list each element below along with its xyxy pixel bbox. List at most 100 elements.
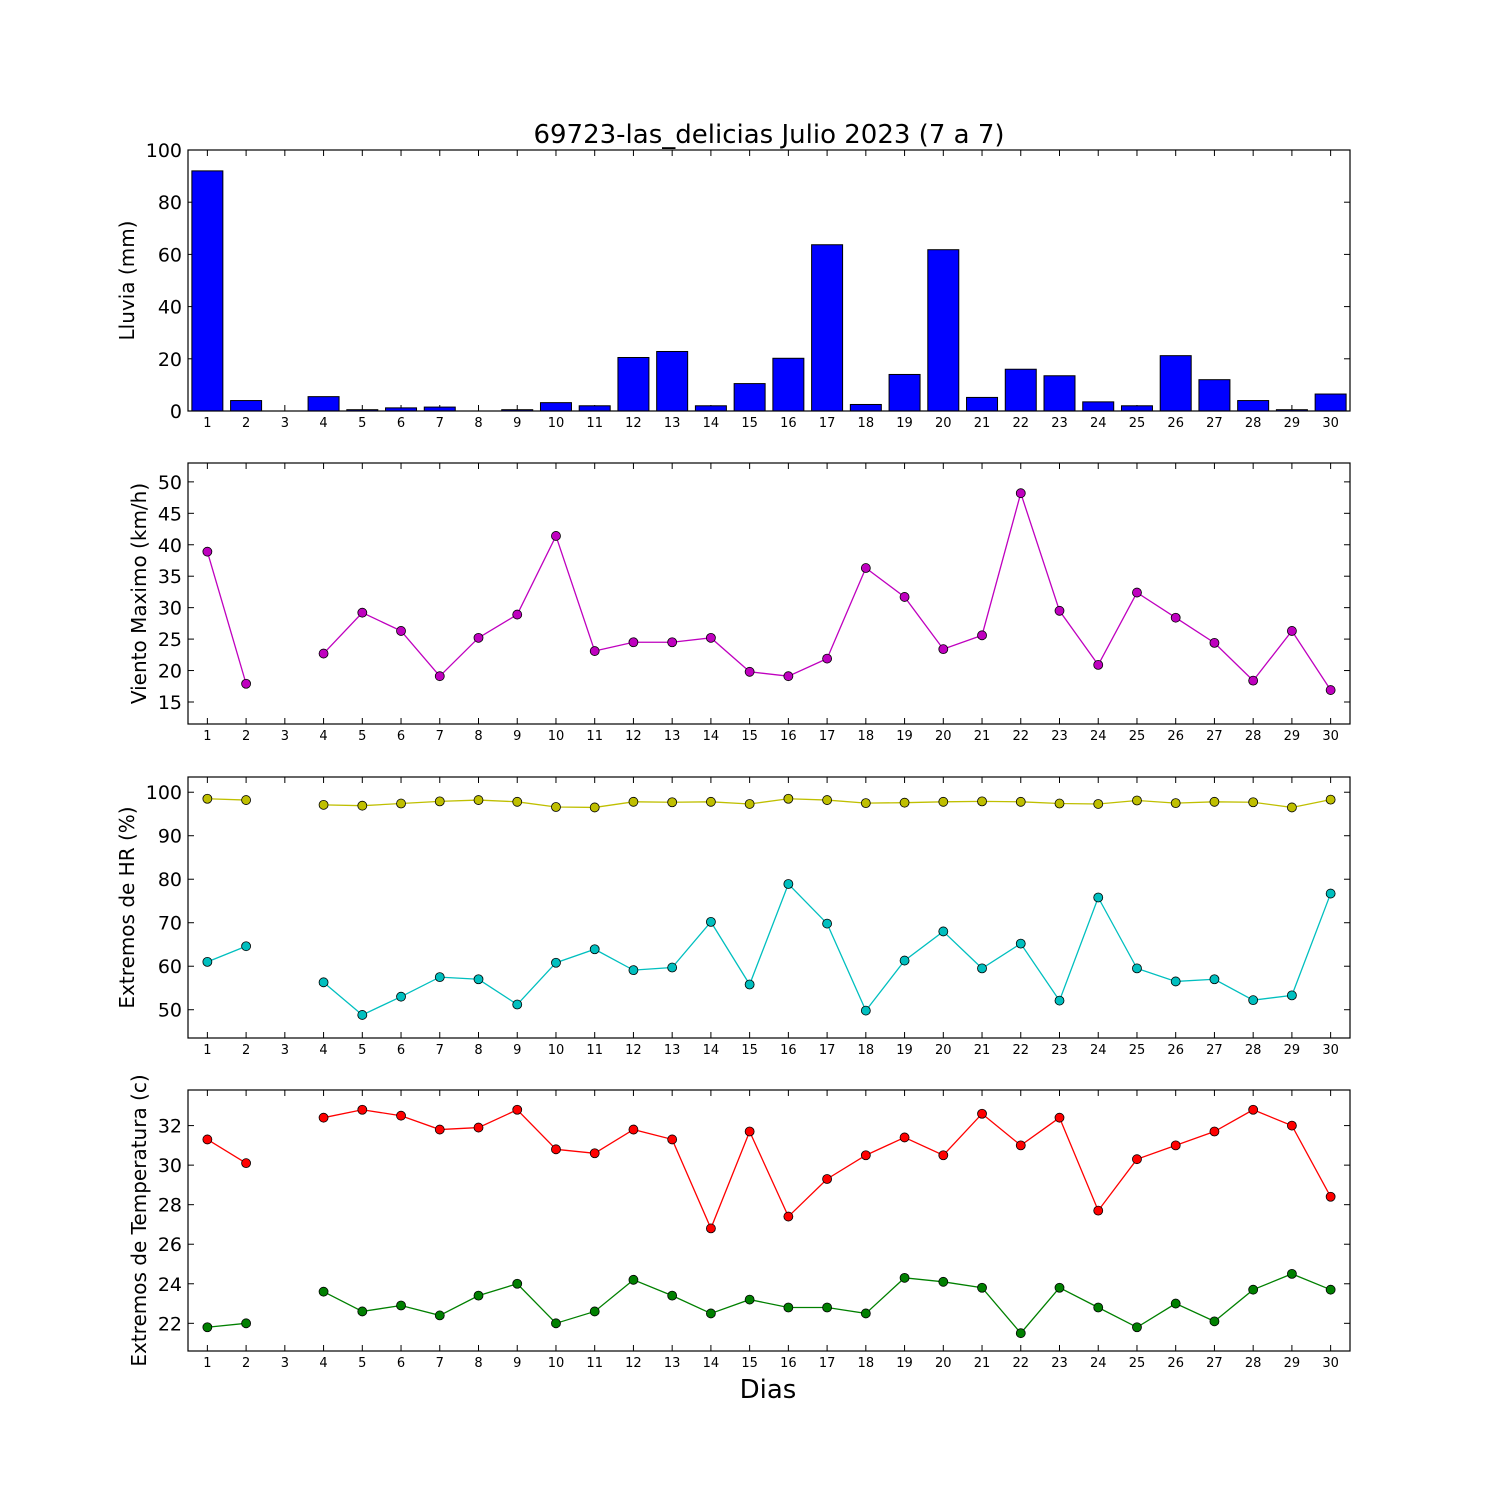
x-tick-label-rain: 23	[1051, 416, 1068, 431]
x-tick-label-rain: 12	[625, 416, 642, 431]
temperature-series-1-point-day-13	[667, 1290, 678, 1301]
temperature-series-1-point-day-19	[899, 1272, 910, 1283]
x-tick-label-temperature: 4	[319, 1356, 327, 1371]
x-tick-label-humidity: 3	[281, 1043, 289, 1058]
rain-bar-day-23	[1043, 375, 1076, 412]
x-tick-label-rain: 5	[358, 416, 366, 431]
temperature-series-0-point-day-26	[1170, 1140, 1181, 1151]
humidity-series-0-line	[207, 798, 247, 801]
humidity-series-1-point-day-17	[822, 918, 832, 929]
x-tick-label-humidity: 27	[1206, 1043, 1223, 1058]
humidity-series-0-point-day-6	[396, 798, 406, 809]
x-tick-label-rain: 16	[780, 416, 797, 431]
humidity-series-0-point-day-9	[512, 796, 523, 807]
temperature-series-0-point-day-4	[318, 1112, 329, 1123]
y-axis-label-humidity: Extremos de HR (%)	[115, 806, 139, 1008]
wind-series-0-point-day-9	[512, 609, 523, 620]
rain-bar-day-17	[811, 244, 844, 412]
rain-bar-day-11	[578, 405, 611, 412]
rain-bar-day-4	[307, 396, 340, 412]
x-tick-label-temperature: 28	[1245, 1356, 1262, 1371]
x-tick-label-rain: 10	[548, 416, 565, 431]
x-tick-label-rain: 30	[1322, 416, 1339, 431]
x-tick-label-temperature: 11	[586, 1356, 603, 1371]
temperature-series-0-point-day-20	[938, 1150, 949, 1161]
humidity-series-0-point-day-7	[434, 796, 445, 807]
chart-title: 69723-las_delicias Julio 2023 (7 a 7)	[533, 120, 1004, 150]
x-tick-label-temperature: 7	[436, 1356, 444, 1371]
humidity-series-1-point-day-15	[744, 979, 755, 990]
temperature-series-0-point-day-9	[512, 1104, 523, 1115]
x-tick-label-wind: 11	[586, 729, 603, 744]
x-tick-label-humidity: 5	[358, 1043, 366, 1058]
y-tick-label-temperature: 26	[158, 1234, 182, 1256]
humidity-series-1-line	[323, 882, 1332, 1016]
x-tick-label-rain: 3	[281, 416, 289, 431]
x-tick-label-wind: 28	[1245, 729, 1262, 744]
x-tick-label-humidity: 23	[1051, 1043, 1068, 1058]
temperature-series-1-point-day-18	[860, 1308, 871, 1319]
wind-series-0-point-day-6	[396, 626, 406, 636]
x-tick-label-wind: 14	[703, 729, 720, 744]
x-tick-label-rain: 7	[436, 416, 444, 431]
x-tick-label-wind: 8	[474, 729, 482, 744]
humidity-series-0-point-day-8	[473, 795, 484, 805]
y-tick-label-humidity: 90	[158, 826, 182, 848]
humidity-series-1-point-day-24	[1093, 892, 1104, 903]
humidity-series-1-point-day-30	[1325, 888, 1336, 899]
wind-series-0-point-day-12	[628, 637, 639, 648]
humidity-series-0-point-day-10	[551, 802, 561, 812]
x-tick-label-wind: 20	[935, 729, 952, 744]
temperature-series-1-point-day-9	[512, 1278, 523, 1289]
humidity-series-0-point-day-21	[977, 796, 987, 807]
wind-series-0-point-day-20	[938, 644, 949, 655]
rain-bar-day-12	[617, 356, 650, 412]
temperature-series-0-point-day-29	[1287, 1120, 1297, 1131]
temperature-series-0-point-day-23	[1054, 1112, 1065, 1123]
temperature-series-0-point-day-27	[1209, 1126, 1220, 1137]
temperature-series-1-point-day-26	[1170, 1298, 1181, 1309]
humidity-series-1-point-day-13	[667, 962, 678, 973]
x-tick-label-rain: 28	[1245, 416, 1262, 431]
humidity-series-1-point-day-1	[202, 956, 213, 967]
y-tick-label-rain: 80	[158, 192, 182, 214]
humidity-series-0-point-day-4	[318, 799, 329, 810]
x-tick-label-rain: 18	[858, 416, 875, 431]
x-tick-label-humidity: 2	[242, 1043, 250, 1058]
temperature-series-0-point-day-12	[628, 1124, 639, 1135]
humidity-series-1-point-day-27	[1209, 974, 1220, 985]
humidity-series-0-point-day-27	[1209, 796, 1220, 807]
x-tick-label-wind: 25	[1129, 729, 1146, 744]
x-tick-label-temperature: 18	[858, 1356, 875, 1371]
x-tick-label-rain: 17	[819, 416, 836, 431]
humidity-series-0-point-day-23	[1054, 798, 1065, 809]
wind-series-0-point-day-11	[589, 646, 600, 656]
panel-humidity-frame	[187, 776, 1351, 1039]
temperature-series-1-point-day-12	[628, 1274, 639, 1285]
x-tick-label-temperature: 2	[242, 1356, 250, 1371]
humidity-series-0-point-day-2	[241, 795, 252, 805]
y-tick-label-humidity: 60	[158, 956, 182, 978]
temperature-series-1-point-day-5	[357, 1306, 368, 1317]
wind-series-0-point-day-22	[1015, 488, 1026, 499]
humidity-series-0-point-day-11	[589, 802, 600, 813]
humidity-series-0-point-day-16	[783, 793, 794, 804]
temperature-series-1-point-day-20	[938, 1276, 949, 1287]
rain-bar-day-27	[1198, 379, 1231, 412]
y-tick-label-humidity: 100	[146, 782, 182, 804]
humidity-series-0-point-day-22	[1015, 796, 1026, 807]
x-tick-label-rain: 24	[1090, 416, 1107, 431]
x-tick-label-temperature: 19	[896, 1356, 913, 1371]
x-tick-label-temperature: 23	[1051, 1356, 1068, 1371]
wind-series-0-point-day-17	[822, 653, 832, 664]
wind-series-0-point-day-14	[706, 632, 716, 643]
wind-series-0-point-day-15	[744, 666, 755, 677]
x-tick-label-humidity: 10	[548, 1043, 565, 1058]
x-tick-label-wind: 27	[1206, 729, 1223, 744]
